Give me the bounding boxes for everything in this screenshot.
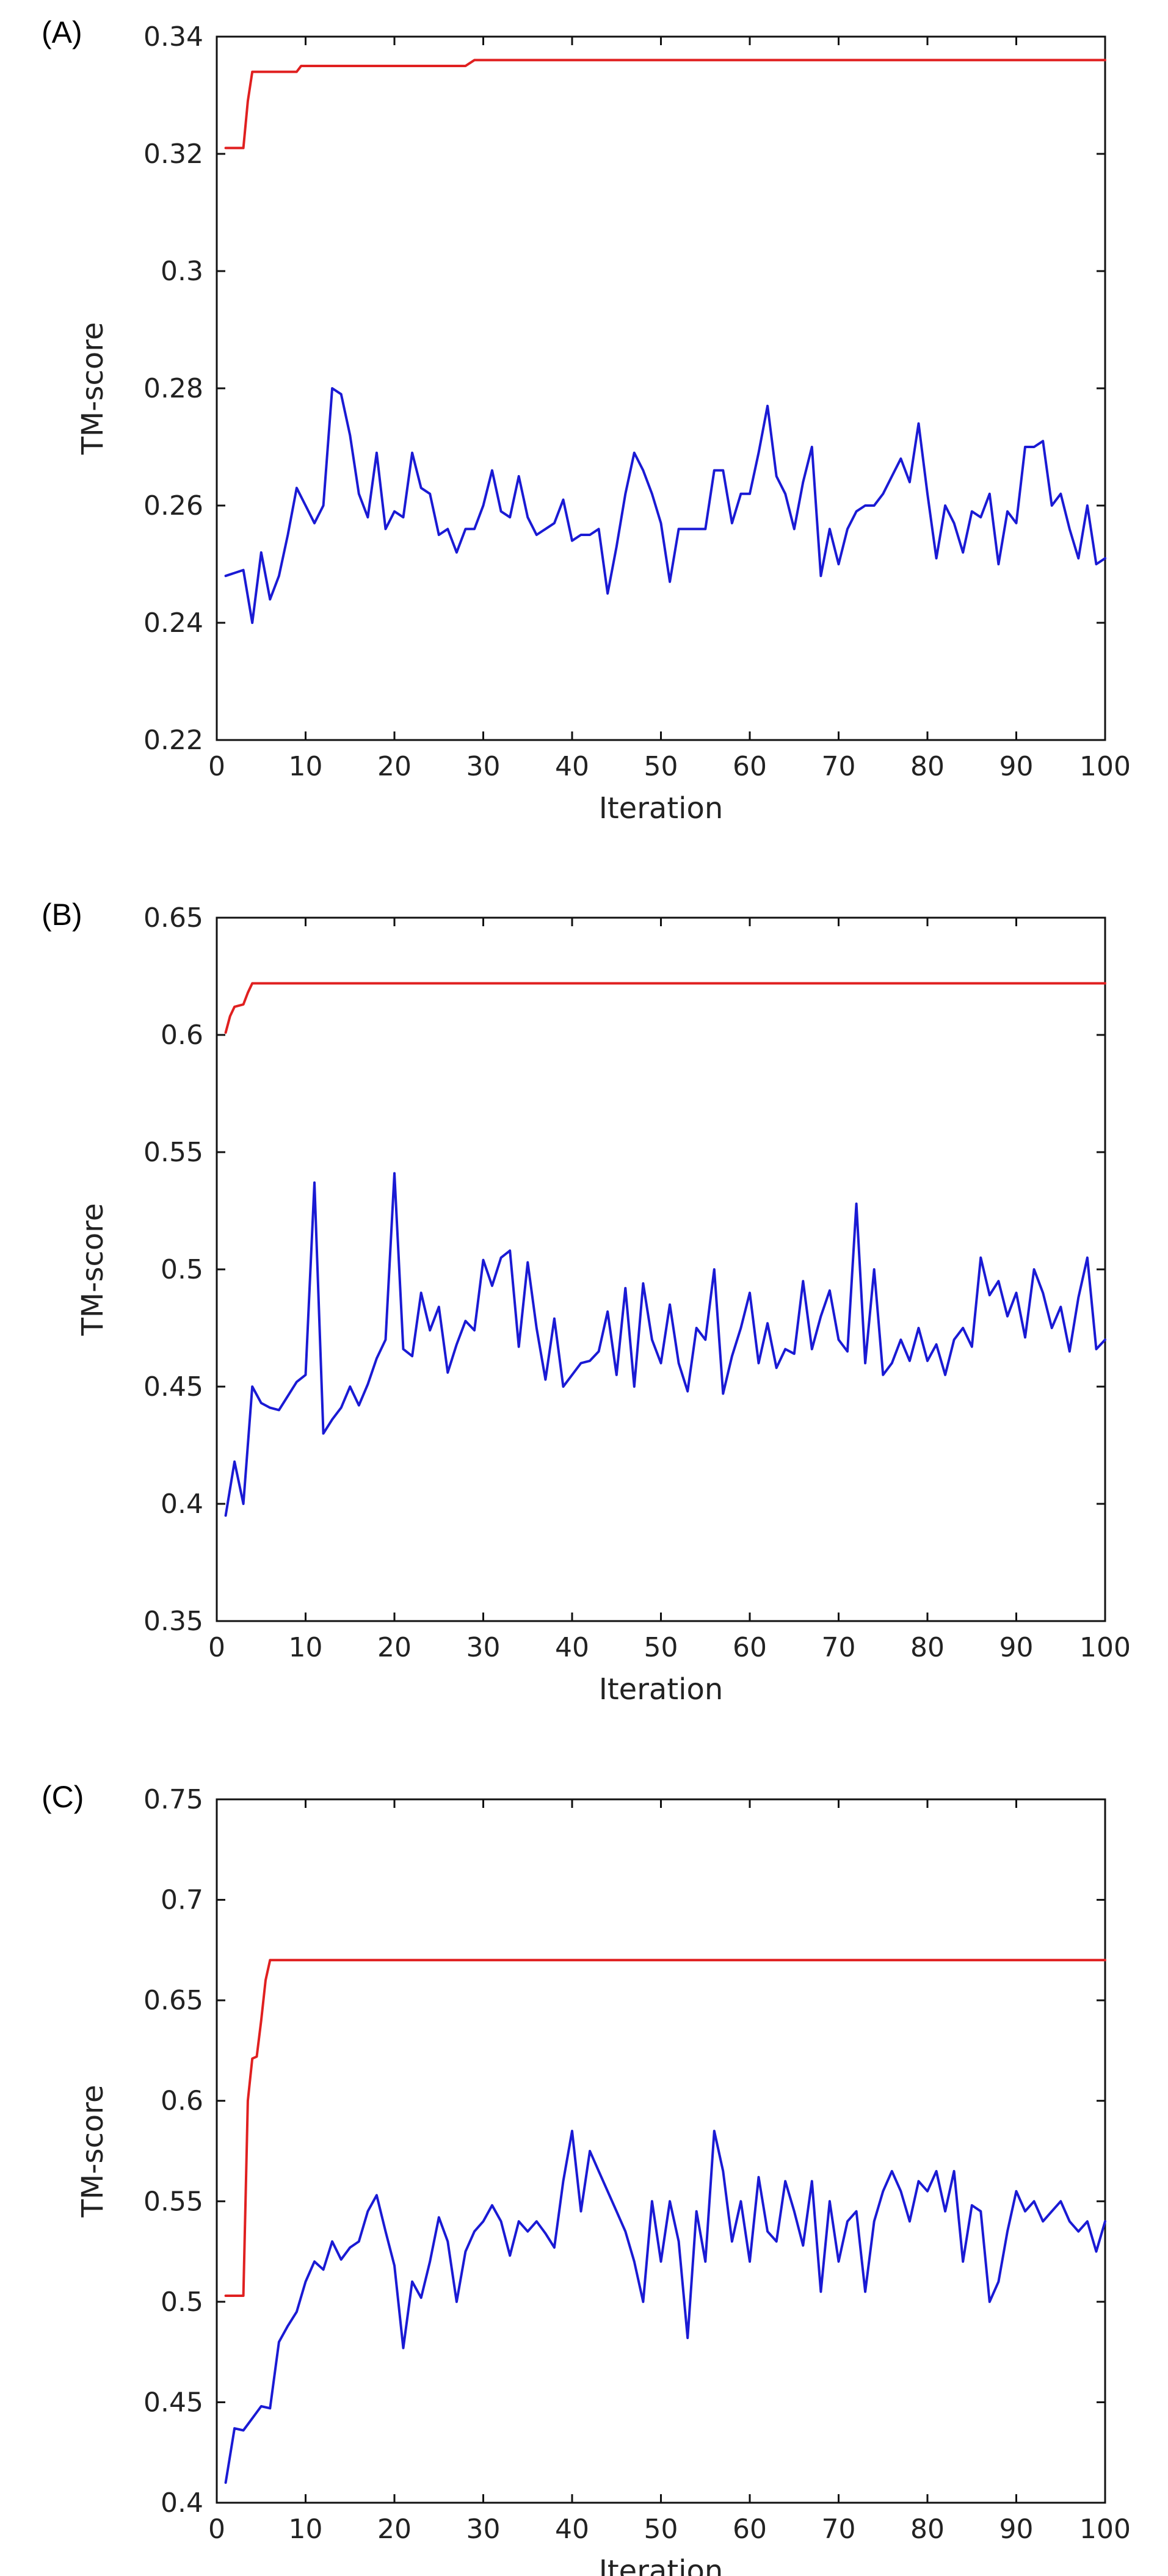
x-tick-label: 10 xyxy=(289,751,323,782)
panel-label: (C) xyxy=(42,1780,84,1814)
y-axis-title: TM-score xyxy=(76,1203,110,1336)
x-tick-label: 0 xyxy=(208,2514,225,2545)
x-tick-label: 60 xyxy=(733,2514,767,2545)
x-tick-label: 90 xyxy=(999,751,1034,782)
plot-frame xyxy=(216,1798,1106,2504)
series-line-best xyxy=(224,59,1106,150)
y-tick-label: 0.3 xyxy=(161,256,203,287)
x-tick-label: 40 xyxy=(555,1632,589,1663)
x-axis-title: Iteration xyxy=(599,2554,724,2576)
x-tick-label: 70 xyxy=(822,1632,856,1663)
chart-panel-3: (C) 0 10 20 30 40 50 60 70 80 90 100 0.4 0.45 0.5 0.55 0… xyxy=(42,1780,1131,2576)
y-tick-label: 0.24 xyxy=(143,608,203,639)
x-tick-label: 100 xyxy=(1079,2514,1131,2545)
y-tick-label: 0.32 xyxy=(143,139,203,170)
x-tick-label: 70 xyxy=(822,2514,856,2545)
y-axis-title: TM-score xyxy=(76,322,110,455)
x-tick-label: 20 xyxy=(377,2514,412,2545)
x-tick-label: 40 xyxy=(555,2514,589,2545)
x-tick-label: 80 xyxy=(910,1632,945,1663)
y-tick-label: 0.6 xyxy=(161,1020,203,1051)
x-tick-label: 30 xyxy=(466,1632,501,1663)
y-tick-label: 0.4 xyxy=(161,1489,203,1520)
x-tick-label: 40 xyxy=(555,751,589,782)
series-line-best xyxy=(224,1959,1106,2297)
y-tick-label: 0.34 xyxy=(143,21,203,53)
y-tick-label: 0.45 xyxy=(143,2387,203,2418)
x-tick-label: 0 xyxy=(208,751,225,782)
plot-frame xyxy=(216,916,1106,1622)
series-line-current xyxy=(224,2130,1106,2484)
x-tick-label: 80 xyxy=(910,2514,945,2545)
y-tick-label: 0.4 xyxy=(161,2487,203,2519)
y-tick-label: 0.35 xyxy=(143,1606,203,1637)
x-tick-label: 100 xyxy=(1079,751,1131,782)
y-tick-label: 0.45 xyxy=(143,1371,203,1402)
y-tick-label: 0.7 xyxy=(161,1885,203,1916)
y-tick-label: 0.22 xyxy=(143,725,203,756)
x-tick-label: 0 xyxy=(208,1632,225,1663)
y-tick-label: 0.55 xyxy=(143,1137,203,1168)
x-tick-label: 50 xyxy=(644,751,678,782)
y-tick-label: 0.26 xyxy=(143,490,203,521)
x-tick-label: 10 xyxy=(289,2514,323,2545)
plot-frame xyxy=(216,35,1106,741)
chart-panel-2: (B) 0 10 20 30 40 50 60 70 80 90 100 0.35 0.4 0.45 0.5 0… xyxy=(42,898,1131,1707)
y-tick-label: 0.65 xyxy=(143,1985,203,2016)
y-tick-label: 0.5 xyxy=(161,1254,203,1285)
x-tick-label: 90 xyxy=(999,1632,1034,1663)
series-line-current xyxy=(224,1172,1106,1517)
x-tick-label: 20 xyxy=(377,751,412,782)
x-tick-label: 30 xyxy=(466,751,501,782)
x-tick-label: 70 xyxy=(822,751,856,782)
x-tick-label: 10 xyxy=(289,1632,323,1663)
panel-label: (A) xyxy=(42,15,82,49)
series-line-current xyxy=(224,387,1106,624)
x-tick-label: 60 xyxy=(733,751,767,782)
y-tick-label: 0.75 xyxy=(143,1784,203,1815)
x-tick-label: 80 xyxy=(910,751,945,782)
y-tick-label: 0.5 xyxy=(161,2287,203,2318)
y-tick-label: 0.28 xyxy=(143,373,203,404)
series-line-best xyxy=(224,982,1106,1034)
x-tick-label: 30 xyxy=(466,2514,501,2545)
y-tick-label: 0.6 xyxy=(161,2086,203,2117)
y-axis-title: TM-score xyxy=(76,2084,110,2218)
x-tick-label: 20 xyxy=(377,1632,412,1663)
x-tick-label: 50 xyxy=(644,2514,678,2545)
x-axis-title: Iteration xyxy=(599,1672,724,1707)
x-tick-label: 100 xyxy=(1079,1632,1131,1663)
x-tick-label: 90 xyxy=(999,2514,1034,2545)
y-tick-label: 0.55 xyxy=(143,2186,203,2217)
x-axis-title: Iteration xyxy=(599,791,724,825)
x-tick-label: 60 xyxy=(733,1632,767,1663)
chart-panel-1: (A) 0 10 20 30 40 50 60 70 80 90 100 0.22 0.24 0.26 0.2… xyxy=(42,15,1131,825)
y-tick-label: 0.65 xyxy=(143,902,203,934)
x-tick-label: 50 xyxy=(644,1632,678,1663)
panel-label: (B) xyxy=(42,898,82,932)
